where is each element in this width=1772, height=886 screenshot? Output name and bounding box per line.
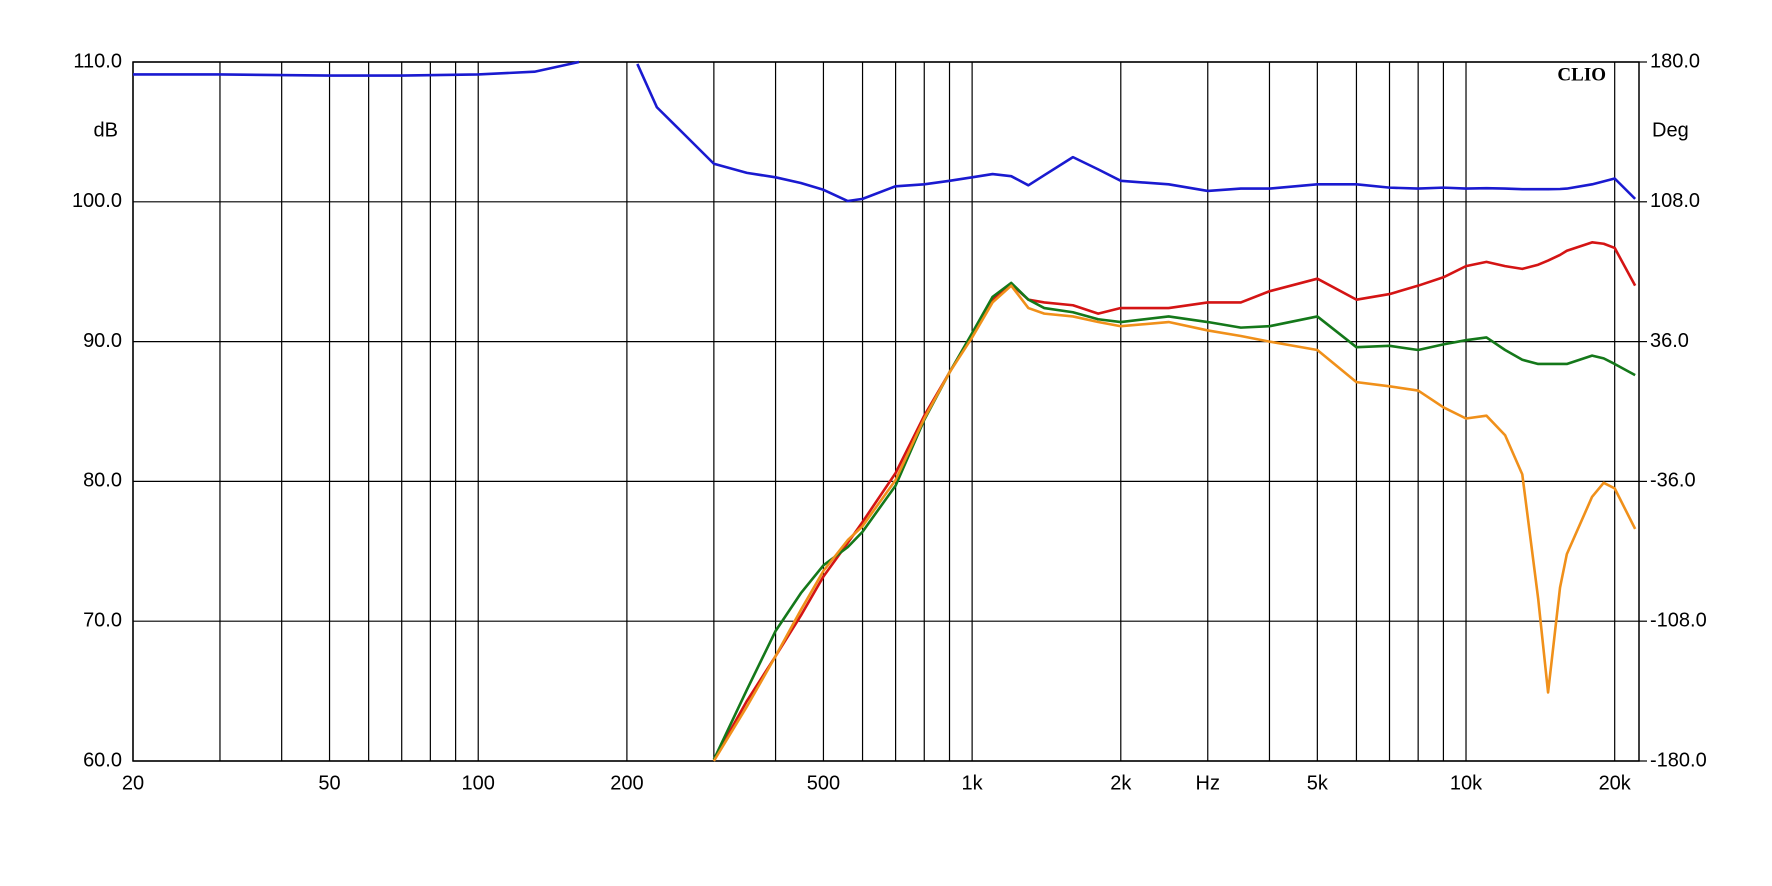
x-tick-label: Hz: [1196, 772, 1220, 794]
y2-tick-label: -180.0: [1650, 749, 1707, 771]
y2-tick-label: -108.0: [1650, 609, 1707, 631]
x-tick-label: 20k: [1599, 772, 1632, 794]
y-tick-label: 70.0: [83, 609, 122, 631]
x-tick-label: 500: [807, 772, 840, 794]
y2-axis-label: Deg: [1652, 119, 1689, 141]
y-tick-label: 80.0: [83, 470, 122, 492]
x-tick-label: 5k: [1307, 772, 1329, 794]
y-tick-label: 110.0: [73, 50, 122, 72]
x-tick-label: 200: [610, 772, 643, 794]
y-axis-label: dB: [94, 119, 118, 141]
plot-frame: [132, 61, 1640, 762]
series-line: [712, 241, 1637, 761]
series-line: [712, 284, 1637, 762]
x-tick-label: 10k: [1450, 772, 1483, 794]
y2-tick-label: 180.0: [1650, 50, 1700, 72]
x-tick-label: 100: [462, 772, 495, 794]
y2-tick-label: 36.0: [1650, 330, 1689, 352]
series-line: [712, 281, 1636, 761]
y2-tick-label: 108.0: [1650, 190, 1700, 212]
y2-tick-label: -36.0: [1650, 470, 1696, 492]
brand: CLIO: [1557, 64, 1606, 85]
x-tick-label: 50: [318, 772, 340, 794]
y-tick-label: 90.0: [83, 330, 122, 352]
x-tick-label: 2k: [1110, 772, 1132, 794]
series-line: [133, 60, 1637, 203]
x-tick-label: 1k: [962, 772, 984, 794]
y-tick-label: 100.0: [72, 190, 122, 212]
x-tick-label: 20: [122, 772, 144, 794]
y-tick-label: 60.0: [83, 749, 122, 771]
